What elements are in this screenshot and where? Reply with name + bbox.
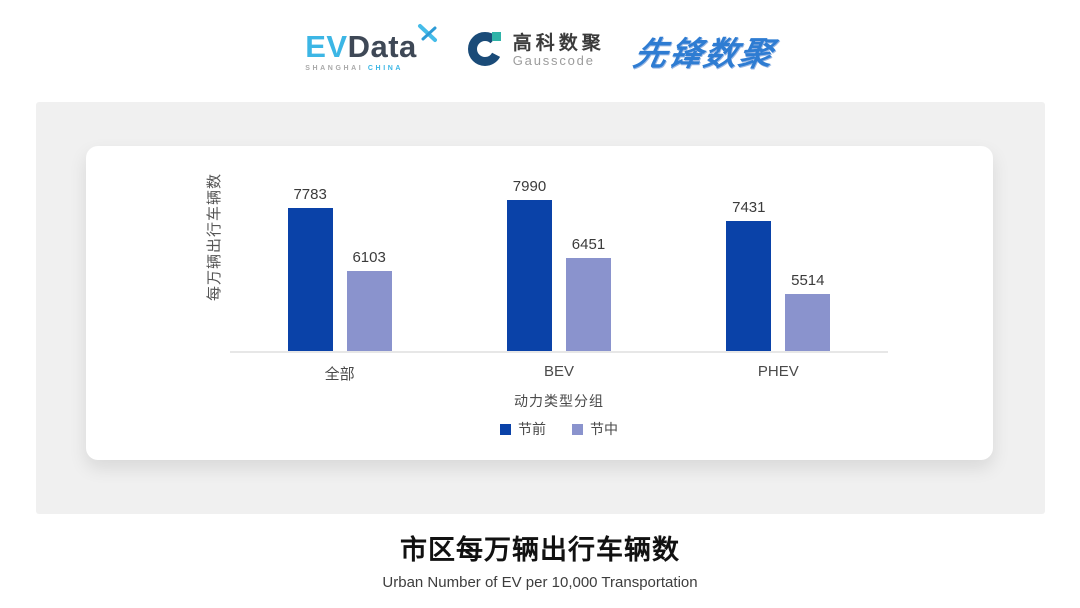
evdata-sub-china: CHINA	[367, 64, 404, 72]
bar-value-label: 7990	[512, 178, 547, 195]
plot-area: 7783 6103 7990 6451 7431 5514	[230, 166, 888, 353]
bar-节中-BEV: 6451	[565, 236, 611, 351]
legend: 节前 节中	[230, 419, 888, 439]
bar-节前-全部: 7783	[287, 186, 333, 351]
bar-节前-BEV: 7990	[506, 178, 552, 351]
legend-label: 节前	[518, 421, 546, 437]
legend-swatch	[500, 423, 511, 435]
gausscode-en-text: Gausscode	[512, 53, 595, 69]
legend-swatch	[572, 423, 583, 435]
page-subtitle: Urban Number of EV per 10,000 Transporta…	[382, 574, 698, 591]
page-title: 市区每万辆出行车辆数	[400, 535, 680, 565]
bar-value-label: 6451	[571, 236, 606, 253]
gausscode-logo: 高科数聚 Gausscode	[467, 30, 605, 72]
chart-panel: 每万辆出行车辆数 7783 6103 7990 6451 7431 5514 全部 BEV P…	[36, 102, 1045, 514]
bar-group: 7431 5514	[669, 166, 888, 351]
header-logos: EVData SHANGHAI CHINA 高科数聚	[0, 16, 1080, 86]
legend-label: 节中	[590, 421, 618, 437]
bar-group: 7783 6103	[230, 166, 449, 351]
bar-节中-全部: 6103	[346, 249, 392, 351]
category-label: 全部	[324, 366, 355, 383]
gausscode-text: 高科数聚 Gausscode	[513, 33, 605, 70]
bar-value-label: 6103	[352, 249, 386, 266]
pioneer-logo: 先锋数聚	[630, 35, 779, 72]
x-axis-title: 动力类型分组	[514, 393, 604, 409]
evdata-wordmark: EVData	[305, 31, 417, 62]
evdata-subtext: SHANGHAI CHINA	[305, 65, 417, 72]
category-labels: 全部 BEV PHEV	[230, 363, 888, 384]
evdata-data-text: Data	[347, 28, 417, 64]
bar-value-label: 7783	[293, 186, 327, 203]
category-label: BEV	[543, 363, 574, 380]
title-block: 市区每万辆出行车辆数 Urban Number of EV per 10,000…	[0, 528, 1080, 591]
bar-value-label: 5514	[791, 272, 825, 289]
bar-value-label: 7431	[732, 199, 766, 216]
evdata-sub-shanghai: SHANGHAI	[305, 64, 364, 72]
evdata-ev-text: EV	[305, 28, 348, 64]
evdata-logo: EVData SHANGHAI CHINA	[305, 23, 437, 72]
gausscode-ring-icon	[467, 30, 504, 72]
bar-group: 7990 6451	[449, 166, 668, 351]
y-axis-label: 每万辆出行车辆数	[206, 173, 223, 302]
bar-节前-PHEV: 7431	[726, 199, 772, 351]
chart-card: 每万辆出行车辆数 7783 6103 7990 6451 7431 5514 全部 BEV P…	[86, 146, 993, 460]
x-star-icon	[417, 22, 439, 49]
legend-item-节前: 节前	[500, 419, 546, 439]
gausscode-cn-text: 高科数聚	[512, 32, 605, 54]
bar-节中-PHEV: 5514	[785, 272, 831, 351]
legend-item-节中: 节中	[572, 419, 618, 439]
category-label: PHEV	[757, 363, 799, 380]
